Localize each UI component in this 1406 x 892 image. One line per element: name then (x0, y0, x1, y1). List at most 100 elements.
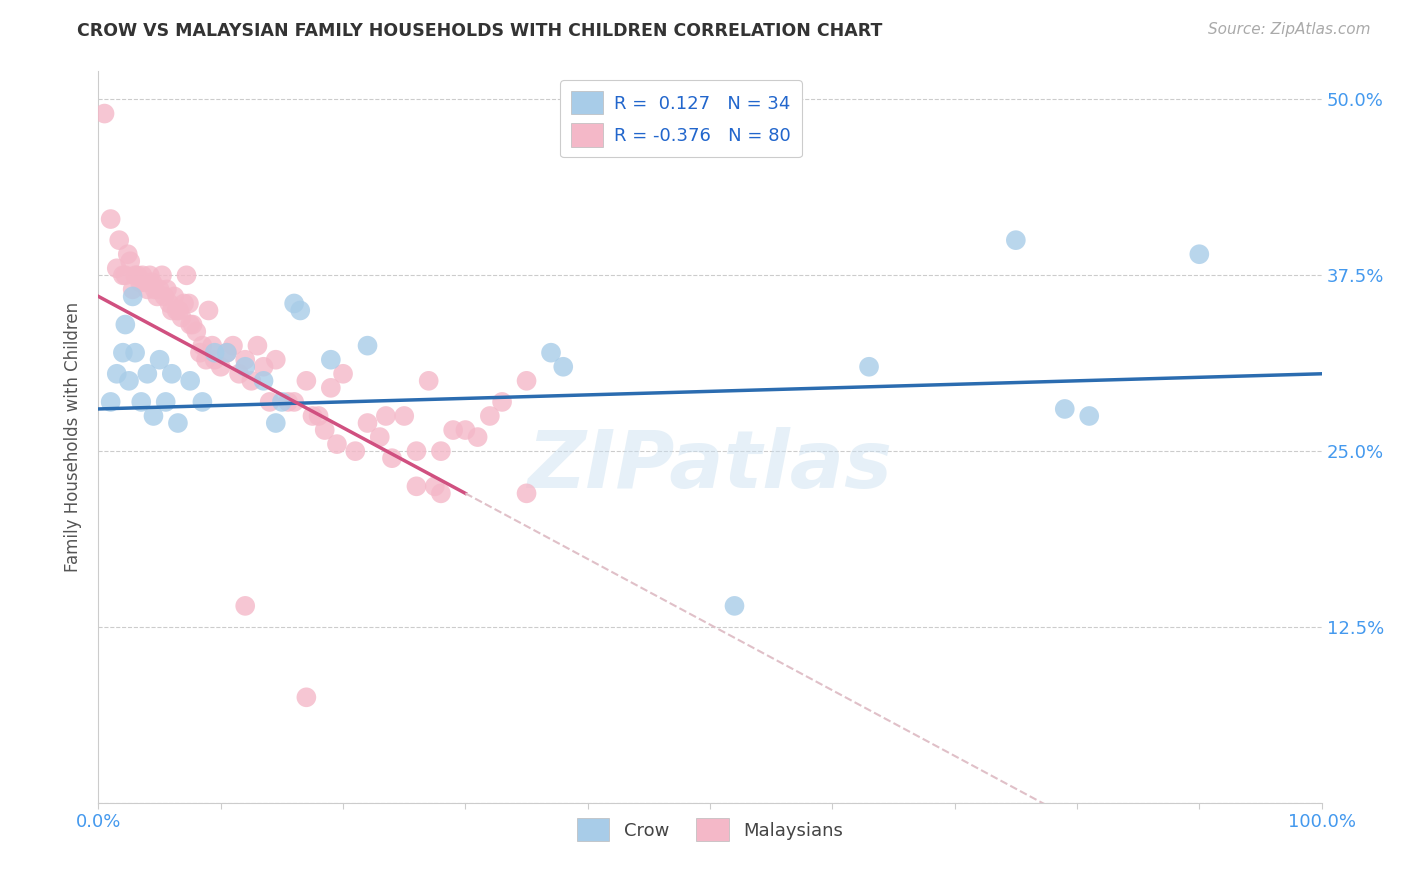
Point (540, 345, 562, 359)
Y-axis label: Family Households with Children: Family Households with Children (65, 302, 83, 572)
Point (114, 268, 136, 283)
Point (454, 423, 477, 437)
Point (326, 437, 349, 451)
Point (131, 268, 153, 283)
Point (204, 345, 226, 359)
Point (259, 395, 281, 409)
Point (197, 303, 219, 318)
Point (1053, 401, 1076, 416)
Text: ZIPatlas: ZIPatlas (527, 427, 893, 506)
Point (264, 352, 287, 367)
Point (290, 303, 312, 318)
Point (233, 352, 256, 367)
Point (222, 338, 245, 352)
Point (111, 345, 134, 359)
Point (553, 359, 575, 374)
Point (283, 395, 305, 409)
Point (160, 367, 183, 381)
Point (1188, 247, 1211, 261)
Point (246, 338, 269, 352)
Point (117, 247, 139, 261)
Point (167, 303, 190, 318)
Point (478, 409, 501, 423)
Point (156, 282, 179, 296)
Point (170, 310, 193, 325)
Point (405, 444, 427, 458)
Point (188, 345, 211, 359)
Point (121, 282, 143, 296)
Point (314, 423, 336, 437)
Point (105, 261, 128, 276)
Point (356, 338, 378, 352)
Point (295, 690, 318, 705)
Point (191, 338, 214, 352)
Point (179, 374, 201, 388)
Point (124, 268, 146, 283)
Point (233, 599, 256, 613)
Point (179, 318, 201, 332)
Point (201, 338, 224, 352)
Point (142, 409, 165, 423)
Point (295, 374, 318, 388)
Point (405, 479, 427, 493)
Point (204, 352, 226, 367)
Point (114, 318, 136, 332)
Point (163, 289, 186, 303)
Point (195, 352, 218, 367)
Point (167, 416, 190, 430)
Point (176, 268, 198, 283)
Point (723, 599, 745, 613)
Point (264, 416, 287, 430)
Point (118, 374, 141, 388)
Point (319, 381, 342, 395)
Point (308, 409, 330, 423)
Point (139, 268, 162, 283)
Point (181, 318, 204, 332)
Point (149, 352, 172, 367)
Point (516, 486, 538, 500)
Text: Source: ZipAtlas.com: Source: ZipAtlas.com (1208, 22, 1371, 37)
Point (516, 374, 538, 388)
Point (441, 423, 464, 437)
Point (209, 359, 232, 374)
Point (233, 359, 256, 374)
Point (374, 409, 396, 423)
Point (153, 289, 176, 303)
Point (141, 276, 163, 290)
Point (146, 289, 169, 303)
Point (120, 254, 142, 268)
Point (332, 367, 354, 381)
Point (173, 296, 195, 310)
Point (301, 409, 323, 423)
Text: CROW VS MALAYSIAN FAMILY HOUSEHOLDS WITH CHILDREN CORRELATION CHART: CROW VS MALAYSIAN FAMILY HOUSEHOLDS WITH… (77, 22, 883, 40)
Point (368, 430, 391, 444)
Point (155, 395, 177, 409)
Point (121, 289, 143, 303)
Point (177, 296, 200, 310)
Point (108, 233, 131, 247)
Point (240, 374, 263, 388)
Point (1004, 233, 1026, 247)
Point (215, 345, 238, 359)
Point (277, 395, 299, 409)
Point (356, 416, 378, 430)
Point (136, 282, 159, 296)
Point (430, 486, 453, 500)
Point (157, 296, 180, 310)
Point (344, 444, 367, 458)
Point (160, 303, 183, 318)
Point (418, 374, 440, 388)
Point (136, 367, 159, 381)
Point (166, 303, 188, 318)
Point (93, 106, 115, 120)
Point (252, 359, 274, 374)
Point (423, 479, 446, 493)
Point (127, 268, 149, 283)
Legend: Crow, Malaysians: Crow, Malaysians (569, 811, 851, 848)
Point (467, 430, 489, 444)
Point (129, 395, 152, 409)
Point (105, 367, 128, 381)
Point (430, 444, 453, 458)
Point (392, 409, 416, 423)
Point (228, 367, 250, 381)
